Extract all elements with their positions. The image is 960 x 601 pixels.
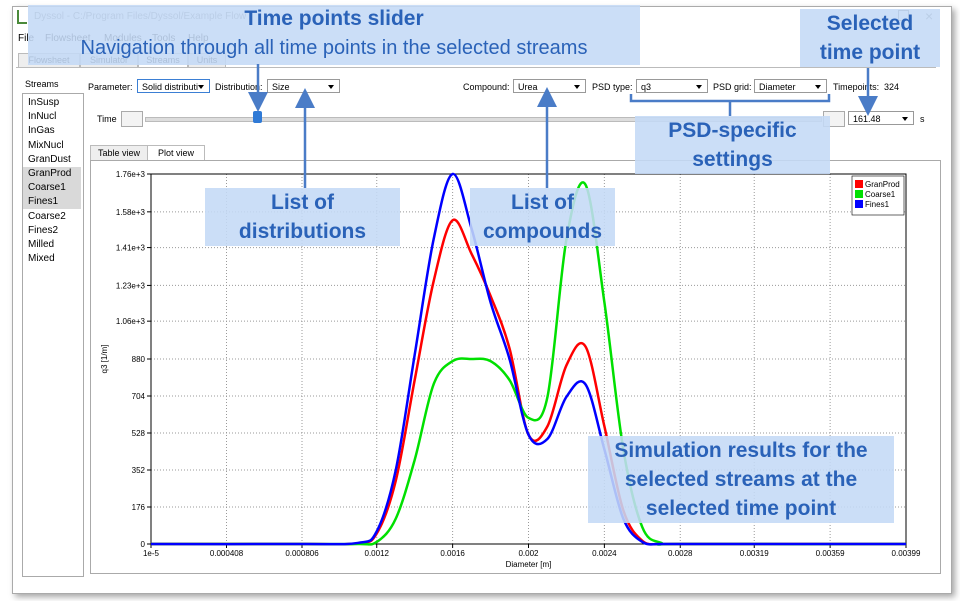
stream-item[interactable]: GranDust: [28, 153, 71, 165]
y-tick-label: 528: [132, 429, 146, 438]
y-tick-label: 1.06e+3: [116, 317, 146, 326]
stream-item[interactable]: Coarse1: [23, 181, 81, 196]
y-tick-label: 1.23e+3: [116, 281, 146, 290]
x-axis-label: Diameter [m]: [506, 560, 552, 569]
stream-item[interactable]: Fines2: [28, 224, 59, 236]
parameter-select[interactable]: Solid distributi: [137, 79, 210, 93]
annotation-slider: [28, 5, 640, 65]
annotation-selected-time: Selected time point: [800, 9, 940, 67]
x-tick-label: 0.00399: [892, 549, 921, 558]
legend-swatch: [855, 180, 863, 188]
y-tick-label: 1.76e+3: [116, 170, 146, 179]
x-tick-label: 1e-5: [143, 549, 160, 558]
series-line: [151, 181, 907, 546]
stream-item[interactable]: InGas: [28, 125, 55, 137]
stream-list: InSusp InNucl InGas MixNucl GranDust GranProd…: [22, 93, 84, 577]
timepoints-label: Timepoints:: [833, 82, 880, 92]
stream-item[interactable]: Fines1: [23, 195, 81, 210]
x-tick-label: 0.002: [518, 549, 539, 558]
parameter-label: Parameter:: [88, 82, 133, 92]
legend-swatch: [855, 200, 863, 208]
timepoints-count: 324: [884, 82, 900, 92]
stream-item[interactable]: Coarse2: [28, 210, 66, 222]
first-time-button[interactable]: [121, 111, 143, 127]
x-tick-label: 0.00319: [740, 549, 769, 558]
annotation-compounds: List of compounds: [470, 188, 615, 246]
stream-item[interactable]: Mixed: [28, 253, 55, 265]
y-tick-label: 704: [132, 392, 146, 401]
menu-item[interactable]: File: [18, 33, 35, 44]
psd-type-select[interactable]: q3: [636, 79, 708, 93]
y-tick-label: 1.58e+3: [116, 208, 146, 217]
stream-item[interactable]: InNucl: [28, 111, 57, 123]
stream-item[interactable]: InSusp: [28, 97, 60, 108]
y-tick-label: 1.41e+3: [116, 244, 146, 253]
distribution-label: Distribution:: [215, 82, 263, 92]
stream-item[interactable]: GranProd: [23, 167, 81, 181]
psd-grid-select[interactable]: Diameter: [754, 79, 827, 93]
legend-swatch: [855, 190, 863, 198]
series-line: [150, 172, 906, 546]
annotation-slider-text: Navigation through all time points in th…: [80, 37, 588, 59]
plot-area: [150, 173, 907, 545]
annotation-results: Simulation results for the selected stre…: [588, 436, 894, 523]
streams-label: Streams: [25, 79, 59, 89]
y-tick-label: 880: [132, 355, 146, 364]
legend-label: Fines1: [865, 200, 890, 209]
y-tick-label: 176: [132, 503, 146, 512]
view-tab[interactable]: Plot view: [147, 145, 205, 161]
y-axis-label: q3 [1/m]: [100, 345, 109, 374]
app-icon: [17, 10, 27, 24]
distribution-select[interactable]: Size: [267, 79, 340, 93]
time-label: Time: [97, 114, 117, 124]
stream-item[interactable]: MixNucl: [28, 139, 64, 151]
compound-label: Compound:: [463, 82, 510, 92]
psd-type-label: PSD type:: [592, 82, 633, 92]
x-tick-label: 0.0028: [668, 549, 693, 558]
stream-item[interactable]: Milled: [28, 239, 55, 250]
legend-label: Coarse1: [865, 190, 896, 199]
time-unit: s: [920, 114, 925, 124]
annotation-psd: PSD-specific settings: [635, 116, 830, 174]
x-tick-label: 0.000806: [285, 549, 319, 558]
x-tick-label: 0.0012: [365, 549, 390, 558]
x-tick-label: 0.0016: [440, 549, 465, 558]
annotation-distributions: List of distributions: [205, 188, 400, 246]
legend-label: GranProd: [865, 180, 900, 189]
y-tick-label: 0: [141, 540, 146, 549]
psd-grid-label: PSD grid:: [713, 82, 752, 92]
x-tick-label: 0.000408: [210, 549, 244, 558]
y-tick-label: 352: [132, 466, 146, 475]
x-tick-label: 0.00359: [816, 549, 845, 558]
time-slider-thumb[interactable]: [253, 111, 262, 123]
x-tick-label: 0.0024: [592, 549, 617, 558]
annotation-slider-title: Time points slider: [244, 7, 424, 30]
